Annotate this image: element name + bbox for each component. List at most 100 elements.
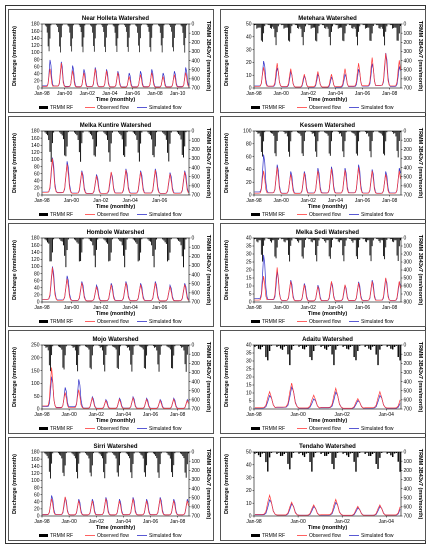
rainfall-bar: [351, 131, 353, 133]
x-tick-label: Jan-00: [61, 519, 77, 525]
rainfall-bar: [299, 131, 301, 134]
y-tick-label: 40: [246, 343, 252, 349]
rainfall-bar: [157, 452, 159, 473]
rainfall-bar: [80, 131, 82, 162]
rainfall-bar: [368, 24, 370, 28]
x-tick-label: Jan-06: [143, 412, 159, 418]
rainfall-bar: [117, 452, 119, 477]
rainfall-bar: [77, 452, 79, 479]
rainfall-bar: [283, 131, 285, 133]
rainfall-bar: [273, 24, 275, 29]
y2-tick-label: 700: [192, 300, 201, 306]
rainfall-bar: [132, 452, 134, 464]
y-tick-label: 60: [34, 492, 40, 498]
y2-tick-label: 100: [404, 352, 413, 358]
rainfall-bar: [331, 131, 332, 142]
rainfall-bar: [331, 345, 333, 355]
rainfall-bar: [275, 24, 277, 46]
rainfall-bar: [64, 345, 66, 356]
rainfall-bar: [397, 238, 399, 262]
rainfall-bar: [281, 24, 283, 26]
rainfall-bar: [290, 131, 292, 142]
legend-rain-label: TRMM RF: [262, 319, 285, 325]
rainfall-bar: [147, 24, 149, 27]
rainfall-bar: [162, 131, 164, 133]
y-tick-label: 40: [246, 35, 252, 41]
rainfall-bar: [165, 131, 167, 140]
rainfall-bar: [133, 345, 135, 347]
rainfall-bar: [305, 238, 306, 240]
rainfall-bar: [271, 131, 272, 134]
rainfall-bar: [370, 131, 372, 158]
y-tick-label: 80: [34, 271, 40, 277]
y-tick-label: 0: [249, 514, 252, 520]
rainfall-bar: [325, 345, 328, 350]
y2-tick-label: 200: [404, 147, 413, 153]
y2-tick-label: 400: [192, 272, 201, 278]
y-tick-label: 20: [246, 60, 252, 66]
rainfall-bar: [303, 131, 305, 142]
rainfall-bar: [362, 24, 364, 26]
rainfall-bar: [159, 24, 161, 33]
x-tick-label: Jan-98: [246, 91, 262, 97]
rainfall-bar: [336, 24, 338, 26]
rainfall-bar: [267, 452, 269, 472]
rainfall-bar: [181, 345, 183, 348]
rainfall-bar: [93, 24, 95, 52]
x-axis-label: Time (monthly): [96, 418, 135, 424]
rainfall-bar: [358, 24, 360, 32]
chart-title: Mojo Watershed: [92, 337, 138, 343]
rainfall-bar: [327, 131, 329, 136]
y2-tick-label: 100: [404, 31, 413, 37]
rainfall-bar: [138, 131, 140, 162]
y-tick-label: 20: [34, 293, 40, 299]
rainfall-bar: [186, 452, 188, 465]
rainfall-bar: [91, 131, 93, 136]
rainfall-bar: [102, 345, 103, 351]
y-tick-label: 80: [34, 57, 40, 63]
rainfall-bar: [345, 131, 347, 133]
rainfall-bar: [105, 238, 107, 243]
rainfall-bar: [363, 238, 365, 239]
y-tick-label: 60: [34, 64, 40, 70]
rainfall-bar: [270, 345, 273, 346]
y-tick-label: 160: [31, 457, 40, 463]
rainfall-bar: [120, 238, 122, 242]
rainfall-bar: [139, 345, 141, 347]
rainfall-bar: [163, 131, 165, 134]
rainfall-bar: [396, 24, 398, 41]
x-axis-label: Time (monthly): [308, 97, 347, 103]
rainfall-bar: [289, 345, 291, 366]
rainfall-bar: [344, 238, 346, 247]
x-tick-label: Jan-08: [382, 305, 398, 311]
rainfall-bar: [357, 238, 358, 259]
rainfall-bar: [364, 238, 366, 242]
rainfall-bar: [47, 345, 49, 351]
rainfall-bar: [83, 24, 85, 38]
rainfall-bar: [125, 24, 127, 32]
rainfall-bar: [393, 131, 395, 134]
rainfall-bar: [104, 452, 106, 479]
rainfall-bar: [276, 131, 278, 141]
rainfall-bar: [377, 452, 379, 469]
rainfall-bar: [166, 452, 168, 454]
rainfall-bar: [94, 24, 96, 39]
rainfall-bar: [381, 131, 383, 136]
rainfall-bar: [369, 238, 371, 256]
rainfall-bar: [57, 345, 59, 347]
rainfall-bar: [357, 24, 358, 46]
rainfall-bar: [49, 24, 51, 39]
x-tick-label: Jan-08: [170, 412, 186, 418]
y-tick-label: 120: [31, 43, 40, 49]
rainfall-bar: [171, 345, 172, 369]
rainfall-bar: [167, 452, 169, 455]
rainfall-bar: [369, 452, 372, 456]
rainfall-bar: [135, 238, 137, 243]
rainfall-bar: [174, 24, 175, 38]
rainfall-bar: [143, 345, 145, 368]
rainfall-bar: [44, 131, 46, 133]
rainfall-bar: [355, 238, 357, 257]
rainfall-bar: [141, 24, 142, 26]
rainfall-bar: [149, 24, 151, 48]
rainfall-bar: [279, 452, 282, 457]
